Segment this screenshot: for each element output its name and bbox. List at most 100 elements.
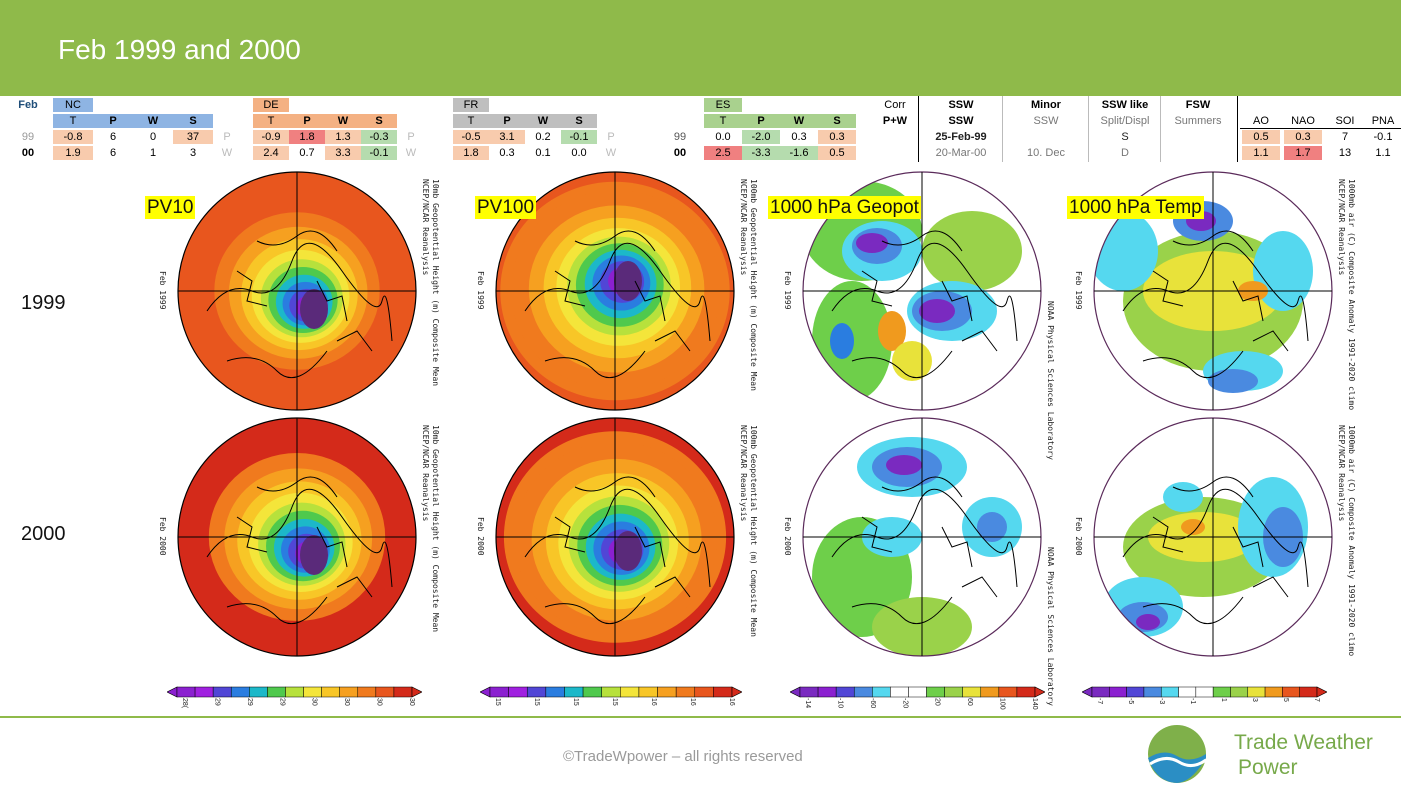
ssw-subheader: Summers: [1174, 115, 1222, 127]
brand-line-2: Power: [1238, 756, 1298, 779]
colorbar: [790, 686, 1045, 698]
table-value: 3.3: [325, 146, 361, 160]
colorbar: [480, 686, 742, 698]
colorbar-tick: -14: [804, 698, 811, 709]
panel-label-pv10: PV10: [145, 196, 196, 219]
table-value: 1.9: [53, 146, 93, 160]
table-value: 37: [173, 130, 213, 144]
ssw-header: Minor: [1031, 99, 1061, 111]
corr-label: P+W: [882, 115, 908, 127]
ssw-header: SSW: [948, 99, 974, 111]
table-value: -0.5: [453, 130, 489, 144]
colorbar-tick: 29: [213, 698, 221, 706]
index-value: 1.1: [1242, 146, 1280, 160]
side-label: W: [605, 147, 617, 159]
column-header: S: [361, 114, 397, 128]
table-value: -0.1: [561, 130, 597, 144]
colorbar-tick: 30: [343, 698, 351, 706]
map-tp-2000: [1093, 417, 1333, 657]
panel-label-pv100: PV100: [475, 196, 537, 219]
table-value: 1.8: [289, 130, 325, 144]
colorbar: [167, 686, 422, 698]
table-value: -0.8: [53, 130, 93, 144]
region-header: FR: [453, 98, 489, 112]
table-value: 0.0: [715, 131, 731, 143]
panel-label-geopot: 1000 hPa Geopot: [768, 196, 921, 219]
ssw-header: SSW like: [1101, 99, 1149, 111]
table-value: 0.3: [499, 147, 515, 159]
colorbar-tick: -3: [1158, 698, 1165, 705]
colorbar-tick: 29: [245, 698, 253, 706]
index-header: NAO: [1291, 115, 1315, 127]
column-header: W: [780, 114, 818, 128]
colorbar-tick: 140: [1031, 698, 1038, 710]
feb-label: Feb: [18, 99, 38, 111]
column-header: T: [453, 114, 489, 128]
ssw-value: [1162, 130, 1234, 144]
table-value: 0.1: [535, 147, 551, 159]
index-value: 13: [1338, 147, 1352, 159]
panel-label-temp: 1000 hPa Temp: [1067, 196, 1204, 219]
copyright-text: ©TradeWpower – all rights reserved: [563, 748, 803, 765]
row-label-1999: 1999: [21, 292, 66, 314]
table-value: -2.0: [742, 130, 780, 144]
map-pv100-2000: [495, 417, 735, 657]
region-header: ES: [704, 98, 742, 112]
side-label: P: [607, 131, 615, 143]
colorbar: [1082, 686, 1327, 698]
map-date-label: Feb 2000: [1074, 517, 1083, 556]
column-header: S: [173, 114, 213, 128]
map-pv10-2000: [177, 417, 417, 657]
table-value: 0.2: [535, 131, 551, 143]
index-header: PNA: [1371, 115, 1395, 127]
year-label: 00: [21, 147, 35, 159]
table-value: 3: [189, 147, 197, 159]
column-header: T: [253, 114, 289, 128]
table-value: -3.3: [742, 146, 780, 160]
ssw-value: 25-Feb-99: [935, 131, 987, 143]
ssw-value: [1004, 130, 1088, 144]
ssw-subheader: Split/Displ: [1100, 115, 1150, 127]
colorbar-tick: 16: [728, 698, 735, 706]
colorbar-tick: 3: [1251, 698, 1258, 702]
colorbar-tick: 5: [1282, 698, 1289, 702]
column-header: T: [53, 114, 93, 128]
table-value: 6: [109, 131, 117, 143]
row-label-2000: 2000: [21, 523, 66, 545]
table-value: 0.7: [299, 147, 315, 159]
column-header: W: [525, 114, 561, 128]
colorbar-tick: -5: [1127, 698, 1134, 705]
colorbar-tick: -20: [901, 698, 909, 709]
map-date-label: Feb 2000: [783, 517, 792, 556]
column-header: S: [561, 114, 597, 128]
table-value: 1: [149, 147, 157, 159]
table-value: 1.3: [325, 130, 361, 144]
column-header: W: [325, 114, 361, 128]
side-label: W: [221, 147, 233, 159]
map-tp-1999: [1093, 171, 1333, 411]
map-side-caption: 10mb Geopotential Height (m) Composite M…: [421, 425, 440, 633]
colorbar-tick: 30: [310, 698, 318, 706]
colorbar-tick: 15: [611, 698, 618, 706]
map-side-caption: 100mb Geopotential Height (m) Composite …: [739, 179, 758, 391]
map-side-caption: 100mb Geopotential Height (m) Composite …: [739, 425, 758, 637]
colorbar-tick: 30: [375, 698, 383, 706]
column-header: P: [489, 114, 525, 128]
map-date-label: Feb 2000: [476, 517, 485, 556]
index-rule: [1240, 128, 1401, 129]
index-value: 1.1: [1375, 147, 1391, 159]
index-header: SOI: [1335, 115, 1355, 127]
map-date-label: Feb 1999: [158, 271, 167, 310]
map-gp-2000: [802, 417, 1042, 657]
map-side-caption: NOAA Physical Sciences Laboratory: [1046, 547, 1055, 706]
year-label: 99: [21, 131, 35, 143]
colorbar-tick: 28(: [181, 698, 188, 709]
ssw-value: S: [1121, 131, 1129, 143]
table-value: 6: [109, 147, 117, 159]
corr-label: Corr: [884, 99, 906, 111]
index-value: 1.7: [1284, 146, 1322, 160]
colorbar-tick: -10: [836, 698, 844, 709]
side-label: P: [407, 131, 415, 143]
brand-name: Trade Weather Power: [1234, 730, 1373, 780]
page-title: Feb 1999 and 2000: [58, 34, 301, 65]
